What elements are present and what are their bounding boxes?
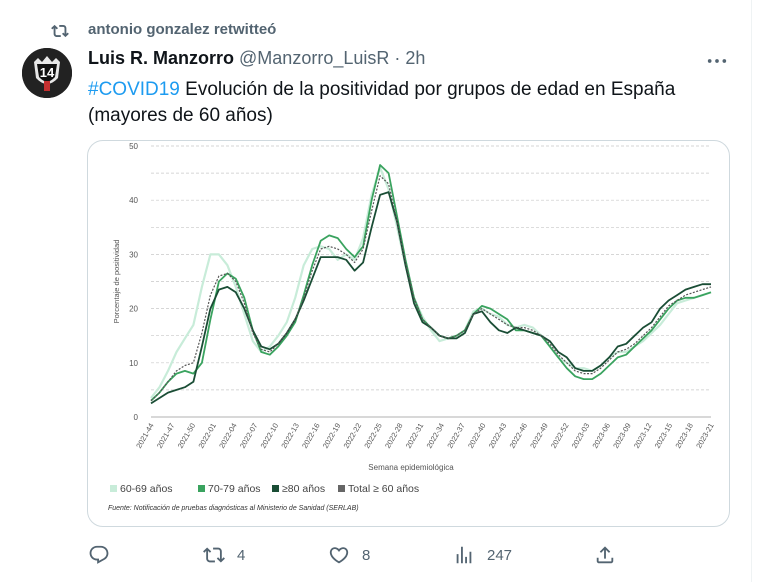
retweet-button[interactable]: 4 [203,544,245,566]
positivity-chart: 0 10 20 30 40 50 Porcentaje de positividad 2021… [108,142,716,512]
action-bar: 4 8 247 [0,540,766,572]
x-tick-label: 2021-47 [155,422,177,450]
legend-swatch [338,485,345,492]
x-tick-label: 2022-19 [321,422,343,450]
avatar-badge: 14 [40,65,55,80]
hashtag-link[interactable]: #COVID19 [88,79,180,100]
tweet-time[interactable]: 2h [405,48,426,68]
author-name[interactable]: Luis R. Manzorro [88,48,235,68]
x-tick-label: 2022-07 [238,422,260,450]
x-tick-label: 2022-22 [342,422,364,450]
like-button[interactable]: 8 [328,544,370,566]
tweet-header: Luis R. Manzorro @Manzorro_LuisR · 2h [88,48,425,69]
x-tick-label: 2023-09 [611,422,633,450]
avatar[interactable]: 14 [22,48,72,98]
retweet-icon [51,24,69,38]
legend-label: 60-69 años [120,483,173,495]
reply-icon [89,545,109,564]
header-separator: · [394,48,401,68]
x-tick-label: 2023-12 [632,422,654,450]
y-tick-label: 50 [129,142,138,151]
x-tick-label: 2022-43 [487,422,509,450]
retweet-icon [203,547,225,563]
series-line [150,191,711,405]
share-button[interactable] [594,544,616,566]
legend-label: ≥80 años [282,483,325,495]
x-tick-label: 2022-25 [362,422,384,450]
y-tick-label: 10 [129,359,138,368]
retweeted-by-label[interactable]: antonio gonzalez retwitteó [88,21,277,38]
legend-label: Total ≥ 60 años [348,483,419,495]
x-tick-label: 2022-49 [528,422,550,450]
x-tick-label: 2023-21 [694,422,716,450]
tweet-media[interactable]: 0 10 20 30 40 50 Porcentaje de positividad 2021… [87,140,730,527]
like-count: 8 [362,546,371,564]
y-tick-label: 40 [129,196,138,205]
tweet-text-line2: (mayores de 60 años) [88,105,273,126]
x-tick-label: 2022-04 [217,422,239,450]
x-tick-label: 2022-34 [425,422,447,450]
x-axis-label: Semana epidemiológica [368,463,454,472]
legend-swatch [110,485,117,492]
legend-swatch [272,485,279,492]
avatar-image: 14 [22,48,72,98]
x-tick-label: 2021-44 [134,422,156,450]
y-axis-label: Porcentaje de positividad [112,240,121,324]
more-icon[interactable] [706,50,728,78]
tweet-text-line1: Evolución de la positividad por grupos d… [179,79,676,100]
series-line [150,175,712,402]
x-tick-label: 2023-03 [570,422,592,450]
x-tick-label: 2022-28 [383,422,405,450]
share-icon [596,546,614,564]
x-tick-label: 2023-06 [590,422,612,450]
x-tick-label: 2022-40 [466,422,488,450]
retweet-count: 4 [237,546,246,564]
x-tick-label: 2021-50 [176,422,198,450]
y-tick-label: 30 [129,250,138,259]
like-icon [329,547,349,564]
x-tick-label: 2022-13 [279,422,301,450]
views-icon [456,546,472,564]
author-handle[interactable]: @Manzorro_LuisR [239,48,390,68]
tweet-text: #COVID19 Evolución de la positividad por… [88,77,708,129]
source-note: Fuente: Notificación de pruebas diagnóst… [108,505,359,512]
x-tick-label: 2022-31 [404,422,426,450]
views-button[interactable]: 247 [453,544,512,566]
legend-label: 70-79 años [208,483,261,495]
reply-button[interactable] [88,544,110,566]
timeline-border [751,0,752,582]
x-tick-label: 2022-52 [549,422,571,450]
x-tick-label: 2023-15 [653,422,675,450]
legend-swatch [198,485,205,492]
x-tick-label: 2023-18 [673,422,695,450]
series-line [150,166,712,399]
x-tick-label: 2022-16 [300,422,322,450]
x-tick-label: 2022-37 [445,422,467,450]
view-count: 247 [487,546,513,564]
y-tick-label: 0 [134,413,139,422]
x-tick-label: 2022-46 [508,422,530,450]
y-tick-label: 20 [129,305,138,314]
x-tick-label: 2022-01 [196,422,218,450]
x-tick-label: 2022-10 [259,422,281,450]
